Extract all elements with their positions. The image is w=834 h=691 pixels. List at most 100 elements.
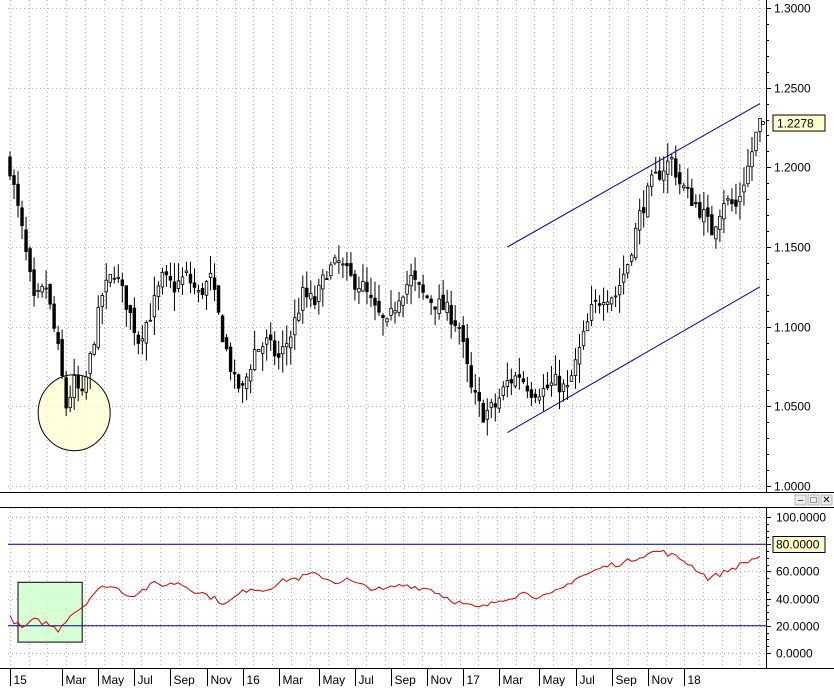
candle (682, 182, 686, 192)
last-price-box (772, 114, 826, 132)
candle-body (152, 295, 157, 318)
minimize-pane-button[interactable]: – (794, 494, 807, 506)
price-tick-label: 1.3000 (774, 2, 811, 16)
candle (373, 281, 377, 321)
channel-upper-line[interactable] (507, 103, 761, 248)
candle-body (569, 375, 574, 382)
candle (754, 131, 758, 157)
time-tick-label: Mar (66, 673, 87, 686)
candle (200, 282, 205, 300)
time-tick-label: Sep (395, 673, 417, 686)
candle-body (573, 359, 578, 376)
highlight-rectangle-shape[interactable] (17, 581, 83, 643)
candle-body (260, 346, 265, 354)
candle (216, 285, 221, 315)
candle (621, 255, 626, 295)
candle (569, 369, 574, 382)
candle (357, 276, 361, 305)
rsi-pane[interactable]: 100.0000 80.0000 60.0000 40.0000 20.0000 0.00… (0, 494, 834, 669)
candle (120, 272, 124, 303)
candle (401, 295, 405, 318)
candle (654, 157, 658, 174)
candle-body (437, 298, 441, 314)
candle-body (557, 375, 562, 393)
candle (140, 325, 145, 355)
candle (164, 265, 169, 287)
candle (646, 182, 650, 218)
candle-body (176, 280, 181, 289)
rsi-level-box (772, 536, 826, 553)
candle (381, 313, 385, 336)
candle (256, 349, 261, 352)
candle (481, 399, 485, 423)
candle (441, 279, 445, 311)
maximize-pane-button[interactable]: □ (807, 494, 820, 506)
price-tick-label: 1.1500 (774, 241, 811, 255)
candle (88, 351, 92, 390)
candle-body (617, 284, 622, 296)
candle (409, 263, 413, 305)
candle-body (413, 270, 417, 280)
time-tick-label: 16 (247, 673, 261, 686)
candle-body (132, 307, 137, 333)
candle (633, 222, 638, 261)
candle-body (381, 315, 385, 318)
candle (609, 296, 614, 312)
candle (156, 281, 161, 311)
candle (686, 168, 690, 199)
candle-body (750, 151, 754, 168)
candle (629, 252, 634, 266)
trend-channel[interactable] (507, 103, 761, 434)
candle-body (489, 402, 493, 408)
candle-body (690, 187, 694, 206)
candle-body (289, 336, 293, 349)
candle-body (461, 325, 465, 342)
rsi-series-line (9, 549, 761, 634)
candle-body (337, 260, 341, 263)
candle-body (497, 397, 502, 409)
candle-body (754, 131, 758, 152)
candle (581, 320, 586, 350)
candle (204, 279, 209, 311)
candle (301, 275, 305, 324)
candle (549, 365, 554, 397)
candle (714, 225, 718, 249)
candle-body (706, 207, 710, 217)
candle (108, 273, 112, 288)
candle (196, 284, 201, 303)
time-tick-label: Sep (174, 673, 196, 686)
candle (160, 267, 165, 295)
candle (345, 252, 349, 281)
candle (678, 163, 682, 195)
time-tick-label: 17 (467, 673, 481, 686)
candle-body (577, 347, 582, 365)
candle-body (517, 374, 522, 378)
candle-body (493, 403, 497, 408)
candle-body (654, 171, 658, 174)
candle (702, 191, 706, 236)
candle-body (48, 284, 52, 305)
candle (465, 324, 469, 383)
candle (188, 261, 193, 293)
candle (68, 385, 72, 413)
candle (393, 301, 397, 324)
candle-body (36, 289, 40, 292)
candle (309, 280, 313, 308)
candle-body (273, 340, 277, 357)
price-pane[interactable]: 1.3000 1.2500 1.2000 1.1500 1.1000 1.0500 1.00… (0, 0, 834, 494)
candle-body (212, 277, 217, 290)
candle (533, 388, 538, 404)
candle (674, 145, 678, 186)
close-pane-button[interactable]: ✕ (820, 494, 833, 506)
pane-controls[interactable]: – □ ✕ (794, 494, 833, 506)
highlight-rectangle[interactable] (17, 581, 83, 643)
candle-body (373, 297, 377, 306)
candle-body (633, 227, 638, 259)
candle (12, 169, 16, 200)
pane-button-frame (807, 494, 820, 506)
candle (16, 171, 20, 218)
candle (425, 294, 429, 300)
time-tick-label: 18 (688, 673, 702, 686)
channel-lower-line[interactable] (507, 286, 761, 434)
